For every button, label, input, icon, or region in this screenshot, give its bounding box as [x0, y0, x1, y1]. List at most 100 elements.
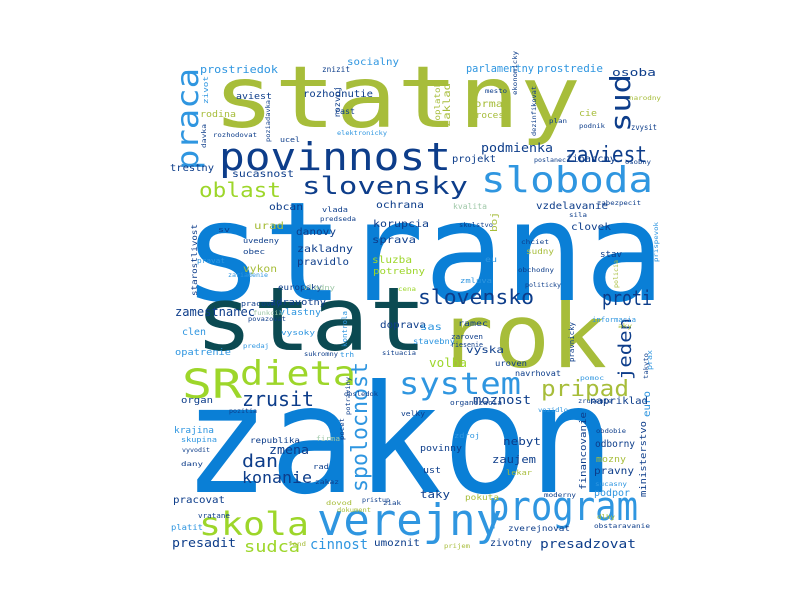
word-dieta: dieta	[240, 354, 356, 394]
word-aky: aky	[618, 323, 632, 330]
word-znizit: znizit	[322, 65, 350, 74]
word-dan: dan	[242, 451, 278, 472]
word-sud: sud	[604, 74, 637, 132]
word-povazovat: povazovat	[248, 316, 286, 323]
word-skola: skola	[199, 505, 309, 543]
word-chciet: chciet	[521, 239, 549, 246]
word-dlhy: dlhy	[597, 514, 615, 521]
word-sr: SR	[182, 362, 243, 408]
word-organ: organ	[181, 396, 213, 406]
word-oblast: oblast	[199, 178, 281, 202]
word-sila: sila	[569, 212, 587, 219]
word-napriklad: napriklad	[590, 396, 648, 407]
word-podnik: podnik	[579, 123, 605, 130]
word-zaroven: zaroven	[451, 333, 483, 341]
word-policia: policia	[613, 260, 620, 288]
word-euro: euro	[642, 391, 653, 417]
word-elektronicky: elektronicky	[337, 130, 387, 137]
word-skolstvo: skolstvo	[459, 222, 493, 229]
word-prostredie: prostredie	[537, 62, 603, 75]
word-narodny: narodny	[629, 95, 661, 102]
word-ramec: ramec	[458, 319, 488, 328]
word-ministerstvo: ministerstvo	[639, 421, 649, 497]
word-aviest: aviest	[236, 92, 272, 102]
word-platit: platit	[171, 523, 203, 532]
word-financny: financny	[566, 154, 616, 165]
word-zivotny: zivotny	[490, 538, 532, 549]
word-pokuta: pokuta	[465, 493, 499, 502]
word-mesto: mesto	[485, 88, 507, 95]
word-verejny: verejny	[317, 495, 502, 546]
word-dezinfikovat: dezinfikovat	[531, 86, 538, 136]
word-zakon: zakon	[183, 354, 615, 528]
word-slovensky: slovensky	[302, 172, 468, 200]
word-pravat: pravat	[197, 257, 225, 265]
word-dany: dany	[181, 461, 204, 468]
word-sudca: sudca	[244, 537, 300, 556]
word-zaujem: zaujem	[492, 453, 536, 466]
word-sv: sv	[218, 226, 230, 234]
word-povinny: povinny	[420, 444, 463, 454]
word-sucasny: sucasny	[595, 481, 627, 488]
word-politicky: politicky	[525, 282, 561, 289]
word-projekt: projekt	[452, 154, 496, 165]
word-skupina: skupina	[181, 436, 217, 444]
word-zmluva: zmluva	[460, 277, 492, 285]
word-cast: cast	[335, 107, 355, 116]
word-vyvodit: vyvodit	[182, 447, 210, 454]
word-sloboda: sloboda	[481, 160, 653, 201]
word-predaj: predaj	[243, 343, 269, 350]
word-statny: statny	[213, 48, 581, 148]
word-presadzovat: presadzovat	[540, 537, 636, 551]
word-rok: rok	[437, 285, 607, 388]
word-obdobie: obdobie	[596, 428, 626, 435]
word-kvalita: kvalita	[453, 202, 487, 211]
word-rozvoj: rozvoj	[333, 86, 342, 118]
word-krajina: krajina	[174, 426, 214, 436]
word-podpor: podpor	[594, 488, 630, 499]
word-ust: ust	[423, 466, 441, 476]
word-sukromny: sukromny	[304, 351, 338, 358]
word-danovy: danovy	[296, 227, 336, 238]
word-poziadavka: poziadavka	[265, 100, 272, 142]
word-ekonomicky: ekonomicky	[512, 51, 519, 95]
word-clen: clen	[182, 327, 206, 338]
word-taky: taky	[420, 488, 450, 501]
word-konanie: konanie	[242, 468, 312, 487]
word-ziak: ziak	[383, 500, 401, 507]
word-korupcia: korupcia	[373, 219, 429, 230]
word-cena: cena	[398, 286, 416, 293]
word-ucel: ucel	[280, 136, 300, 144]
word-potraviny: potraviny	[345, 377, 352, 415]
word-uroven: uroven	[495, 359, 527, 368]
word-cie: cie	[579, 109, 597, 119]
word-pravidlo: pravidlo	[297, 257, 349, 268]
word-vladny: vladny	[303, 284, 335, 292]
word-osobny: osobny	[625, 159, 651, 166]
word-socialny: socialny	[347, 57, 399, 68]
word-potrebny: potrebny	[373, 267, 426, 277]
word-proces: proces	[470, 111, 504, 121]
word-moderny: moderny	[544, 492, 576, 499]
word-firma: firma	[316, 435, 340, 443]
word-pristup: pristup	[362, 497, 390, 504]
word-doprava: doprava	[380, 320, 426, 331]
word-clovek: clovek	[571, 222, 611, 233]
word-system: system	[399, 367, 521, 402]
word-vlada: vlada	[322, 206, 348, 214]
word-pripad: pripad	[541, 377, 629, 402]
word-zakladny: zakladny	[297, 244, 353, 255]
word-vyska: vyska	[466, 345, 504, 356]
word-boj: boj	[490, 212, 500, 232]
word-plan: plan	[549, 118, 567, 125]
word-obec: obec	[243, 248, 265, 256]
word-informacia: informacia	[592, 316, 636, 324]
word-financovanie: financovanie	[579, 412, 589, 490]
word-prostriedok: prostriedok	[200, 63, 278, 76]
word-zrusenie: zrusenie	[578, 398, 612, 405]
word-program: program	[488, 484, 638, 530]
word-starostlivost: starostlivost	[190, 224, 199, 296]
word-ochrana: ochrana	[376, 200, 424, 211]
